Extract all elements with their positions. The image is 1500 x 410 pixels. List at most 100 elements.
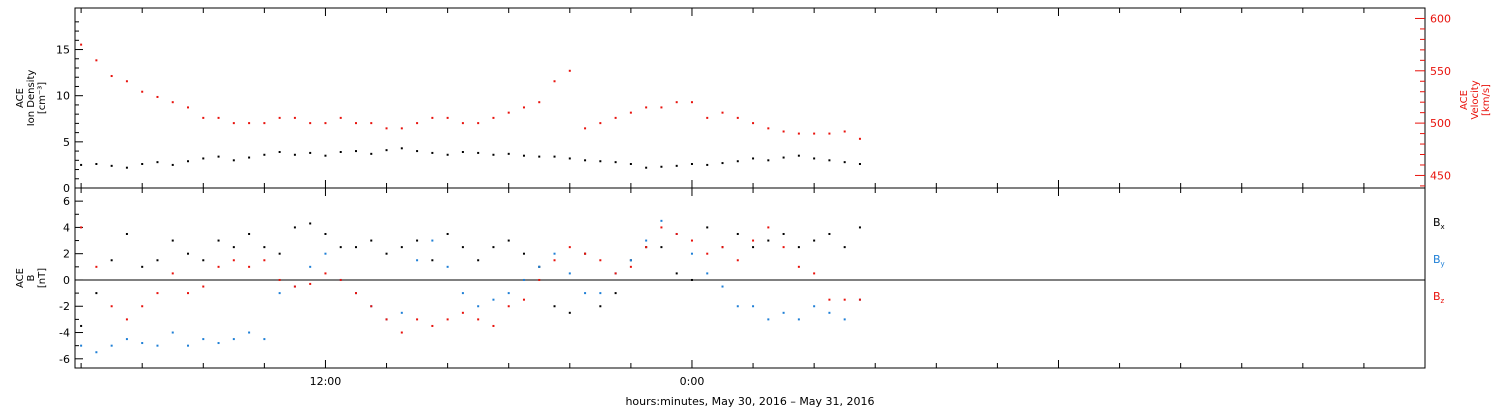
data-point <box>752 246 755 249</box>
data-point <box>660 246 663 249</box>
data-point <box>813 272 816 275</box>
y-tick-label-left: 10 <box>56 90 70 103</box>
data-point <box>80 43 83 46</box>
data-point <box>568 272 571 275</box>
data-point <box>721 111 724 114</box>
data-point <box>660 219 663 222</box>
data-point <box>706 272 709 275</box>
data-point <box>584 127 587 130</box>
data-point <box>797 154 800 157</box>
data-point <box>736 232 739 235</box>
x-tick-label: 12:00 <box>310 375 342 388</box>
data-point <box>400 246 403 249</box>
legend-base: B <box>1433 216 1441 229</box>
data-point <box>813 239 816 242</box>
data-point <box>339 246 342 249</box>
x-axis-footer: hours:minutes, May 30, 2016 – May 31, 20… <box>625 395 874 408</box>
data-point <box>446 318 449 321</box>
data-point <box>813 132 816 135</box>
data-point <box>187 344 190 347</box>
data-point <box>416 318 419 321</box>
data-point <box>736 116 739 119</box>
data-point <box>217 239 220 242</box>
data-point <box>248 156 251 159</box>
data-point <box>813 157 816 160</box>
data-point <box>477 259 480 262</box>
data-point <box>507 305 510 308</box>
data-point <box>675 101 678 104</box>
data-point <box>553 305 556 308</box>
data-point <box>660 226 663 229</box>
data-point <box>141 265 144 268</box>
data-point <box>95 163 98 165</box>
velocity-axis-title: ACE Velocity [km/s] <box>1459 80 1492 119</box>
data-point <box>629 259 632 262</box>
axis-titles: ACE Ion Density [cm⁻³] ACE Velocity [km/s]ACE… <box>15 70 1492 305</box>
data-point <box>614 116 617 119</box>
data-point <box>171 163 174 166</box>
data-point <box>599 122 602 125</box>
data-point <box>263 153 266 156</box>
data-point <box>370 239 373 242</box>
data-point <box>461 311 464 314</box>
data-point <box>492 324 495 327</box>
data-point <box>477 122 480 125</box>
data-point <box>858 298 861 301</box>
data-point <box>309 282 312 285</box>
data-point <box>828 132 831 135</box>
data-point <box>614 161 617 164</box>
data-point <box>675 272 678 275</box>
data-point <box>232 122 235 125</box>
data-point <box>690 278 693 281</box>
data-point <box>431 116 434 119</box>
data-point <box>507 292 510 295</box>
data-point <box>706 226 709 229</box>
data-point <box>568 157 571 160</box>
panel-frames <box>74 7 1426 369</box>
data-point <box>339 116 342 119</box>
data-point <box>767 318 770 321</box>
field-axis-title-line: ACE <box>15 268 26 288</box>
data-point <box>584 292 587 295</box>
data-point <box>492 298 495 301</box>
data-point <box>232 246 235 249</box>
data-point <box>370 305 373 308</box>
data-point <box>293 285 296 288</box>
data-point <box>736 160 739 163</box>
data-point <box>752 305 755 308</box>
data-point <box>477 318 480 321</box>
data-point <box>858 226 861 229</box>
data-point <box>354 292 357 295</box>
y-tick-label-mag: -4 <box>59 327 70 340</box>
data-point <box>370 152 373 155</box>
legend-sub: y <box>1441 260 1445 268</box>
y-tick-label-right: 500 <box>1430 117 1451 130</box>
data-point <box>828 159 831 162</box>
data-point <box>599 259 602 262</box>
data-point <box>263 338 266 341</box>
data-point <box>553 80 556 83</box>
data-point <box>431 239 434 242</box>
legend-base: B <box>1433 253 1441 266</box>
data-point <box>385 127 388 130</box>
data-point <box>80 226 83 229</box>
legend-sub: z <box>1441 297 1445 305</box>
data-point <box>202 259 205 262</box>
field-axis-title-line: B <box>26 274 37 281</box>
legend-sub: x <box>1441 223 1445 231</box>
data-point <box>584 159 587 162</box>
data-point <box>232 259 235 262</box>
data-point <box>431 151 434 154</box>
data-point <box>339 278 342 281</box>
data-point <box>767 127 770 130</box>
data-point <box>614 272 617 275</box>
data-point <box>721 162 724 165</box>
data-point <box>645 239 648 242</box>
field-axis-title-line: [nT] <box>37 268 48 288</box>
data-point <box>416 259 419 262</box>
data-point <box>645 246 648 249</box>
data-point <box>736 305 739 308</box>
data-point <box>690 163 693 165</box>
data-point <box>782 232 785 235</box>
data-point <box>309 265 312 268</box>
